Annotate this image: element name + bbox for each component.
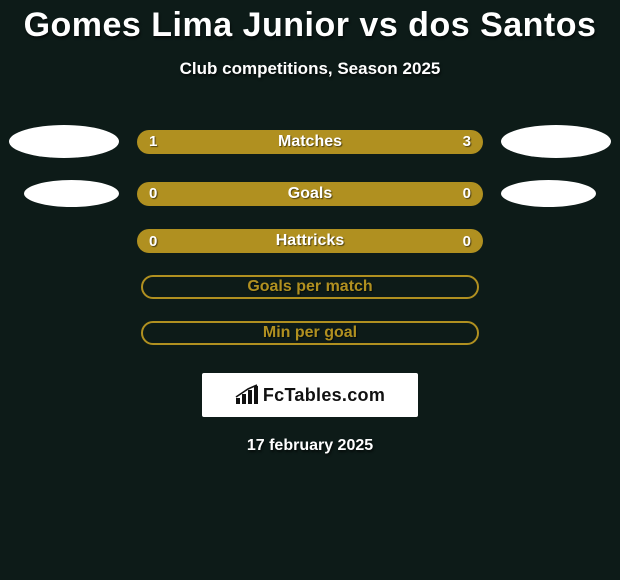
bar-right-value: 0	[451, 185, 483, 202]
bar-right-value: 3	[451, 133, 483, 150]
player-right-oval	[501, 180, 596, 207]
player-left-oval	[24, 180, 119, 207]
bar-hattricks: 0 Hattricks 0	[137, 229, 483, 253]
page-subtitle: Club competitions, Season 2025	[0, 59, 620, 79]
bar-label: Hattricks	[137, 232, 483, 250]
bar-label: Goals per match	[247, 278, 372, 296]
bar-matches: 1 Matches 3	[137, 130, 483, 154]
bar-goals: 0 Goals 0	[137, 182, 483, 206]
bar-chart-icon	[235, 384, 259, 406]
bar-left-value: 1	[137, 133, 169, 150]
bar-left-value: 0	[137, 185, 169, 202]
bar-label: Goals	[137, 185, 483, 203]
logo-text: FcTables.com	[263, 385, 385, 406]
row-min-per-goal: Min per goal	[0, 321, 620, 345]
row-goals-per-match: Goals per match	[0, 275, 620, 299]
row-goals: 0 Goals 0	[0, 180, 620, 207]
bar-label: Matches	[137, 133, 483, 151]
player-right-oval	[501, 125, 611, 158]
bar-min-per-goal: Min per goal	[141, 321, 479, 345]
row-hattricks: 0 Hattricks 0	[0, 229, 620, 253]
player-left-oval	[9, 125, 119, 158]
date-label: 17 february 2025	[0, 437, 620, 455]
comparison-rows: 1 Matches 3 0 Goals 0 0 Hattricks 0	[0, 125, 620, 345]
row-matches: 1 Matches 3	[0, 125, 620, 158]
bar-label: Min per goal	[263, 324, 357, 342]
bar-left-value: 0	[137, 233, 169, 250]
bar-goals-per-match: Goals per match	[141, 275, 479, 299]
bar-right-value: 0	[451, 233, 483, 250]
page-title: Gomes Lima Junior vs dos Santos	[0, 0, 620, 45]
logo-box: FcTables.com	[202, 373, 418, 417]
